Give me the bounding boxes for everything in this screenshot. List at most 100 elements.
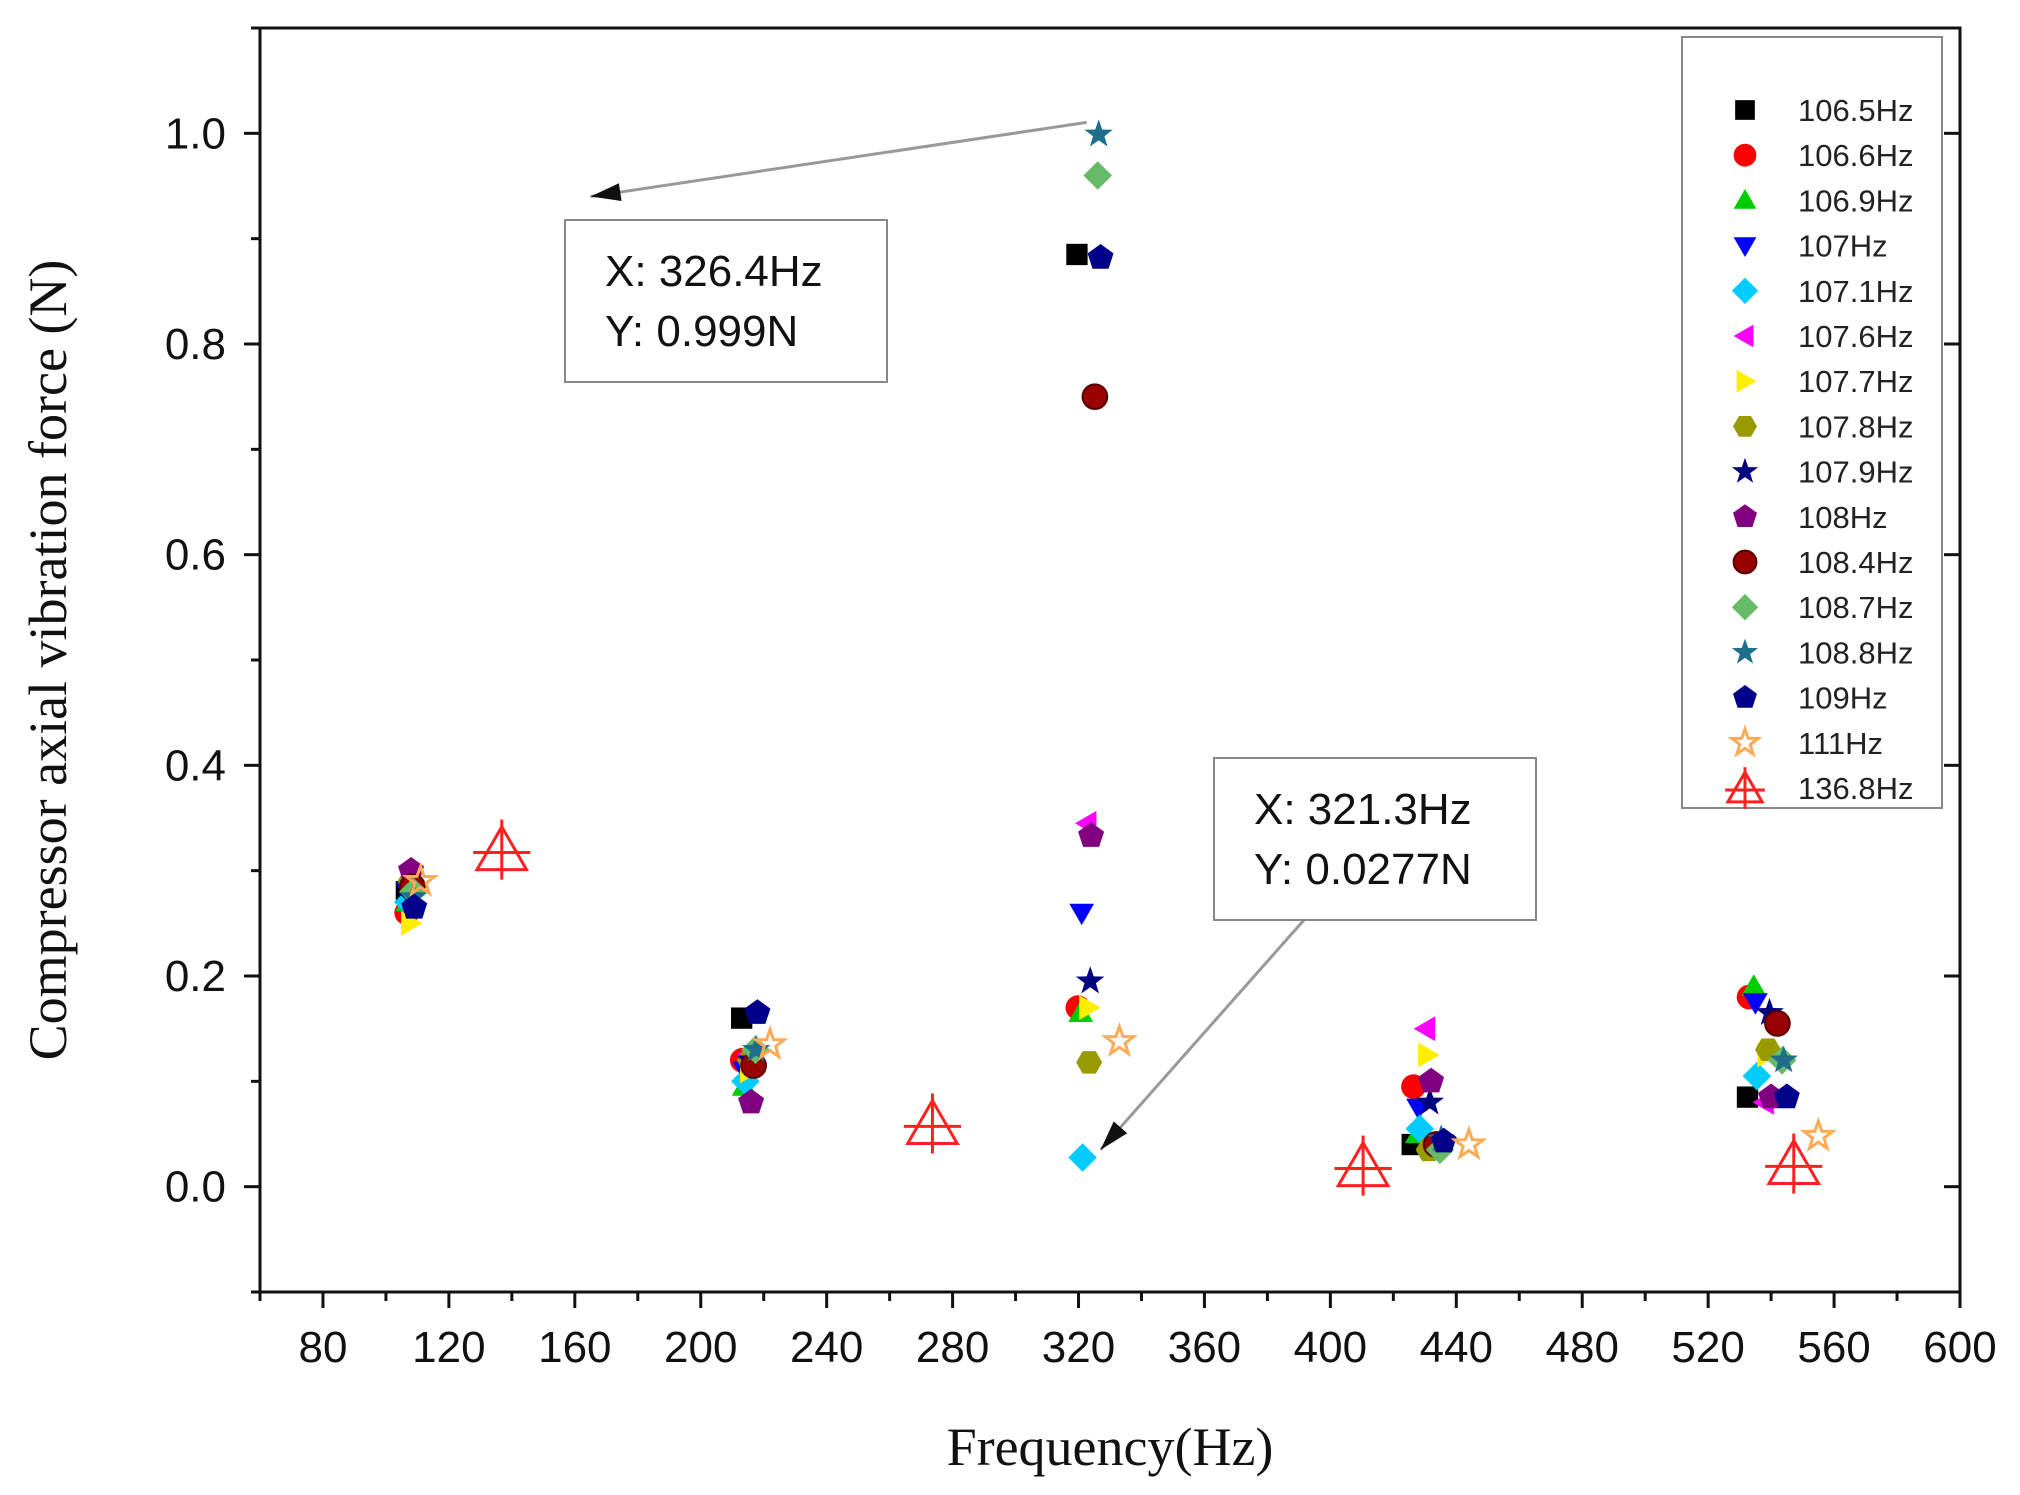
x-tick-label: 160	[538, 1323, 611, 1372]
data-point	[1076, 1051, 1103, 1074]
data-point	[1066, 243, 1088, 266]
x-axis-title: Frequency(Hz)	[947, 1417, 1274, 1477]
data-point	[1081, 383, 1109, 411]
data-point	[1084, 119, 1113, 147]
legend-marker	[1736, 369, 1757, 393]
annotation-y-label: Y: 0.0277N	[1254, 845, 1472, 894]
annotation-arrowhead	[1100, 1121, 1128, 1150]
legend-label: 107.1Hz	[1798, 274, 1913, 309]
axis-ticks: 80 120 160 200 240 280 320 360 400 440 480 520 560 60…	[165, 26, 1997, 1372]
data-point	[1742, 1061, 1772, 1091]
series-108.4Hz	[399, 383, 1791, 1158]
annotation-x-label: X: 321.3Hz	[1254, 785, 1472, 834]
annotation-x-label: X: 326.4Hz	[605, 247, 823, 296]
legend-label: 109Hz	[1798, 681, 1888, 716]
data-point	[1087, 244, 1114, 269]
x-tick-label: 360	[1168, 1323, 1241, 1372]
data-point	[1736, 1086, 1759, 1108]
data-point	[1773, 1083, 1800, 1109]
data-point	[1450, 1125, 1488, 1161]
data-point	[401, 893, 428, 919]
legend-marker	[1733, 504, 1757, 527]
legend-marker	[1731, 638, 1759, 664]
x-tick-label: 280	[916, 1323, 989, 1372]
x-tick-label: 400	[1294, 1323, 1367, 1372]
legend-label: 108Hz	[1798, 500, 1888, 535]
legend-marker	[1731, 277, 1759, 304]
data-point	[751, 1024, 789, 1061]
legend-marker	[1733, 324, 1754, 348]
y-axis-title: Compressor axial vibration force (N)	[18, 260, 78, 1061]
data-point	[1413, 1016, 1436, 1042]
legend-label: 107Hz	[1798, 229, 1888, 264]
annotation-1: X: 326.4Hz Y: 0.999N	[564, 120, 1087, 383]
data-point	[1100, 1021, 1139, 1058]
legend-label: 106.6Hz	[1798, 138, 1913, 173]
annotation-box	[1213, 757, 1537, 921]
legend-marker	[1725, 767, 1765, 809]
y-tick-label: 0.2	[165, 952, 226, 1001]
x-tick-label: 480	[1546, 1323, 1619, 1372]
legend-label: 106.9Hz	[1798, 183, 1913, 218]
series-107.1Hz	[394, 888, 1772, 1172]
legend-marker	[1731, 457, 1759, 483]
legend-marker	[1733, 416, 1757, 437]
legend-marker	[1727, 724, 1763, 758]
legend-label: 108.4Hz	[1798, 545, 1913, 580]
data-point	[1075, 966, 1105, 994]
data-point	[1769, 1045, 1798, 1073]
legend-marker	[1733, 685, 1757, 708]
data-point	[744, 999, 771, 1024]
annotation-y-label: Y: 0.999N	[605, 307, 798, 356]
data-point	[401, 861, 440, 898]
y-tick-label: 0.0	[165, 1163, 226, 1212]
legend-marker	[1735, 100, 1755, 120]
legend-label: 111Hz	[1798, 726, 1883, 761]
data-points	[394, 119, 1837, 1196]
data-point	[1764, 1010, 1791, 1037]
annotation-arrowhead	[590, 183, 622, 201]
data-point	[1415, 1087, 1445, 1115]
legend-label: 107.8Hz	[1798, 409, 1913, 444]
data-point	[1068, 1143, 1097, 1172]
x-tick-label: 200	[664, 1323, 737, 1372]
legend-label: 107.7Hz	[1798, 364, 1913, 399]
annotation-box	[564, 219, 888, 383]
x-tick-label: 560	[1797, 1323, 1870, 1372]
data-point	[1334, 1135, 1392, 1196]
series-111Hz	[401, 861, 1837, 1161]
legend-label: 107.9Hz	[1798, 455, 1913, 490]
data-point	[1765, 1133, 1823, 1194]
annotation-leader-line	[1099, 919, 1306, 1151]
data-point	[1418, 1042, 1440, 1068]
annotation-2: X: 321.3Hz Y: 0.0277N	[1099, 757, 1537, 1151]
x-tick-label: 520	[1671, 1323, 1744, 1372]
x-tick-label: 600	[1923, 1323, 1996, 1372]
data-point	[1078, 822, 1105, 847]
legend-marker	[1733, 143, 1757, 167]
annotations: X: 326.4Hz Y: 0.999N X: 321.3Hz Y: 0.0277N	[564, 120, 1537, 1151]
data-point	[738, 1088, 765, 1114]
data-point	[741, 1034, 771, 1062]
data-point	[1743, 993, 1768, 1015]
x-tick-label: 320	[1042, 1323, 1115, 1372]
data-point	[1418, 1067, 1445, 1093]
data-point	[1079, 995, 1101, 1020]
legend: 106.5Hz 106.6Hz 106.9Hz 107Hz 107.1Hz 107.6Hz…	[1681, 36, 1943, 809]
x-tick-label: 440	[1420, 1323, 1493, 1372]
data-point	[1741, 974, 1767, 996]
series-107.9Hz	[396, 882, 1784, 1115]
series-106.6Hz	[394, 900, 1762, 1099]
y-tick-label: 1.0	[165, 109, 226, 158]
legend-marker	[1733, 237, 1757, 257]
data-point	[1083, 161, 1112, 190]
legend-label: 108.7Hz	[1798, 590, 1913, 625]
data-point	[903, 1093, 962, 1154]
legend-label: 108.8Hz	[1798, 635, 1913, 670]
x-tick-label: 120	[412, 1323, 485, 1372]
x-tick-label: 80	[298, 1323, 347, 1372]
data-point	[1069, 903, 1095, 926]
data-point	[1430, 1127, 1457, 1153]
legend-label: 107.6Hz	[1798, 319, 1913, 354]
